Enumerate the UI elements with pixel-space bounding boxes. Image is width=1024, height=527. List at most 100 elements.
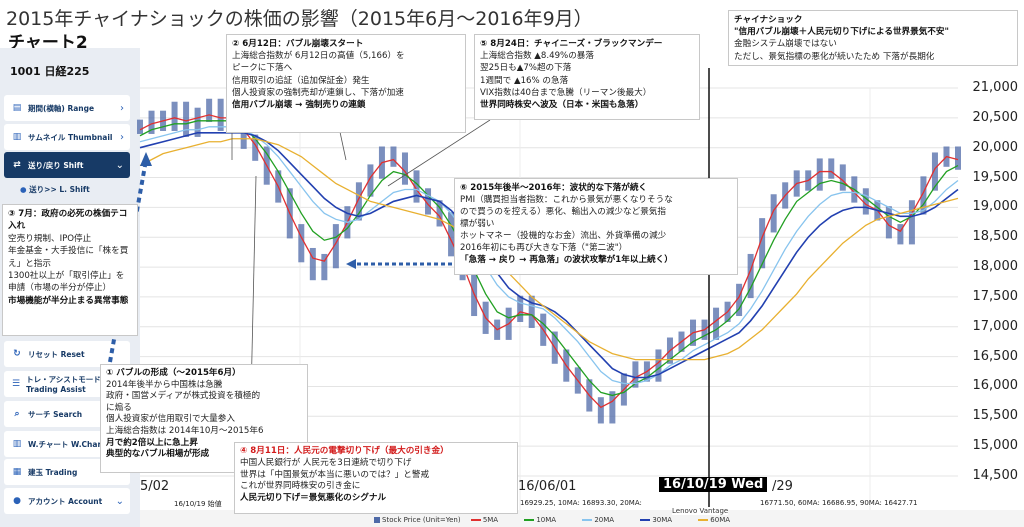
- note-black-monday: ⑤ 8月24日：チャイニーズ・ブラックマンデー 上海総合指数 ▲8.49%の暴落…: [474, 34, 700, 120]
- note-line: 信用バブル崩壊 → 強制売りの連鎖: [232, 100, 366, 111]
- price-bar: [367, 164, 374, 197]
- date-tail: /29: [772, 479, 793, 494]
- menu-account[interactable]: ● アカウント Account ⌄: [4, 488, 130, 514]
- date-mid: 16/06/01: [518, 479, 577, 494]
- price-bar: [390, 146, 397, 167]
- note-summary: チャイナショック "信用バブル崩壊＋人民元切り下げによる世界景気不安" 金融シス…: [728, 10, 1018, 66]
- y-tick-label: 15,500: [972, 408, 1019, 424]
- price-bar: [355, 182, 362, 221]
- note-line: 信用取引の追証（追加保証金）発生: [232, 75, 370, 86]
- menu-range[interactable]: ▤ 期間(横軸) Range ›: [4, 95, 130, 121]
- price-bar: [321, 253, 328, 281]
- series-line-20ma: [139, 126, 959, 385]
- note-line: ので買うのを控える）悪化、輸出入の減少など景気指: [460, 207, 666, 217]
- page-title: 2015年チャイナショックの株価の影響（2015年6月～2016年9月）: [6, 8, 593, 30]
- note-line: 金融システム崩壊ではない: [734, 39, 837, 50]
- price-bar: [332, 224, 339, 269]
- price-bar: [862, 188, 869, 215]
- y-tick-label: 17,500: [972, 288, 1019, 304]
- note-line: 翌25日も▲7%超の下落: [480, 63, 572, 74]
- assist-icon: ☰: [12, 379, 21, 389]
- y-tick-label: 21,000: [972, 80, 1019, 95]
- price-bar: [171, 101, 178, 131]
- price-bar: [908, 200, 915, 245]
- footer-date: 16/10/19 始値: [174, 500, 222, 508]
- chart-icon: ▥: [12, 439, 22, 449]
- menu-label: アカウント Account: [28, 496, 103, 506]
- y-tick-label: 20,500: [972, 109, 1019, 125]
- price-bar: [413, 170, 420, 203]
- note-line: 「急落 → 戻り → 再急落」の波状攻撃が1年以上続く）: [460, 255, 673, 265]
- price-bar: [471, 265, 478, 317]
- note-heading: ① バブルの形成（～2015年6月）: [106, 368, 241, 378]
- note-line: 1300社以上が「取引停止」を申請（市場の半分が停止）: [8, 271, 125, 294]
- menu-shift[interactable]: ⇄ 送り/戻り Shift ⌄: [4, 152, 130, 178]
- note-line: "信用バブル崩壊＋人民元切り下げによる世界景気不安": [734, 27, 949, 38]
- price-bar: [425, 188, 432, 215]
- footer-ma2: 16771.50, 60MA: 16686.95, 90MA: 16427.71: [760, 499, 918, 507]
- note-line: 世界は「中国景気が本当に悪いのでは？」と警戒: [240, 469, 430, 480]
- menu-label: サムネイル Thumbnail: [28, 132, 113, 142]
- note-line: 標が弱い: [460, 219, 495, 229]
- price-bar: [298, 224, 305, 263]
- legend-label: 30MA: [652, 516, 673, 524]
- note-line: 1週間で ▲16% の急落: [480, 75, 569, 86]
- series-line-5ma: [139, 114, 959, 409]
- price-bar: [148, 110, 155, 134]
- price-bar: [194, 107, 201, 137]
- search-icon: ⌕: [14, 409, 20, 419]
- price-bar: [137, 119, 143, 134]
- note-wave-decline: ⑥ 2015年後半～2016年：波状的な下落が続く PMI（購買担当者指数：これ…: [454, 178, 738, 275]
- y-tick-label: 19,500: [972, 169, 1019, 185]
- note-heading: ⑥ 2015年後半～2016年：波状的な下落が続く: [460, 183, 648, 193]
- price-bar: [183, 101, 190, 137]
- y-tick-label: 16,500: [972, 348, 1019, 364]
- price-bar: [736, 283, 743, 317]
- note-line: 中国人民銀行が 人民元を3日連続で切り下げ: [240, 457, 412, 468]
- price-bar: [920, 176, 927, 215]
- y-tick-label: 17,000: [972, 318, 1019, 334]
- note-line: PMI（購買担当者指数：これから景気が悪くなりそうな: [460, 195, 673, 205]
- legend-label: 10MA: [536, 516, 557, 524]
- legend-item: 20MA: [580, 516, 614, 524]
- note-line: 政府・国営メディアが株式投資を積極的: [106, 391, 261, 402]
- legend-label: 60MA: [710, 516, 731, 524]
- menu-label: サーチ Search: [28, 409, 83, 419]
- series-line-30ma: [139, 131, 959, 379]
- note-heading: ④ 8月11日：人民元の電撃切り下げ（最大の引き金）: [240, 446, 449, 456]
- y-tick-label: 18,500: [972, 229, 1019, 245]
- price-bar: [759, 218, 766, 269]
- note-line: 上海総合指数が 6月12日の高値（5,166）を: [232, 51, 405, 62]
- legend-item: 5MA: [469, 516, 498, 524]
- note-line: 月で約2倍以上に急上昇: [106, 437, 198, 448]
- note-heading: ③ 7月：政府の必死の株価テコ入れ: [8, 209, 128, 232]
- submenu-l-shift[interactable]: ● 送り>> L. Shift: [20, 185, 90, 194]
- note-line: 上海総合指数は 2014年10月～2015年6: [106, 425, 264, 436]
- ticker-label: 1001 日経225: [10, 65, 90, 78]
- menu-thumbnail[interactable]: ▥ サムネイル Thumbnail ›: [4, 124, 130, 150]
- legend-label: 5MA: [482, 516, 499, 524]
- account-icon: ●: [13, 496, 21, 506]
- note-line: ホットマネー（投機的なお金）流出、外貨準備の減少: [460, 231, 667, 241]
- y-tick-label: 18,000: [972, 259, 1019, 275]
- note-line: 人民元切り下げ＝景気悪化のシグナル: [240, 493, 387, 504]
- note-line: 空売り規制、IPO停止: [8, 233, 92, 244]
- note-line: ただし、景気指標の悪化が続いたため 下落が長期化: [734, 51, 935, 62]
- legend-item: 60MA: [696, 516, 730, 524]
- menu-label: 建玉 Trading: [28, 467, 78, 477]
- price-bar: [609, 391, 616, 424]
- menu-label: W.チャート W.Chart: [28, 439, 105, 449]
- y-tick-label: 15,000: [972, 438, 1019, 454]
- date-left: 5/02: [140, 479, 170, 494]
- note-yuan-devaluation: ④ 8月11日：人民元の電撃切り下げ（最大の引き金） 中国人民銀行が 人民元を3…: [234, 442, 518, 514]
- calendar-icon: ▤: [12, 103, 22, 113]
- footer-ma: 16929.25, 10MA: 16893.30, 20MA:: [520, 499, 642, 507]
- date-chip: 16/10/19 Wed: [659, 477, 768, 492]
- price-bar: [828, 158, 835, 179]
- legend-label: 20MA: [594, 516, 615, 524]
- note-government-support: ③ 7月：政府の必死の株価テコ入れ 空売り規制、IPO停止 年金基金・大手投信に…: [2, 204, 138, 336]
- price-bar: [309, 247, 316, 281]
- note-heading: チャイナショック: [734, 15, 803, 25]
- note-line: 典型的なバブル相場が形成: [106, 449, 210, 460]
- price-bar: [816, 158, 823, 191]
